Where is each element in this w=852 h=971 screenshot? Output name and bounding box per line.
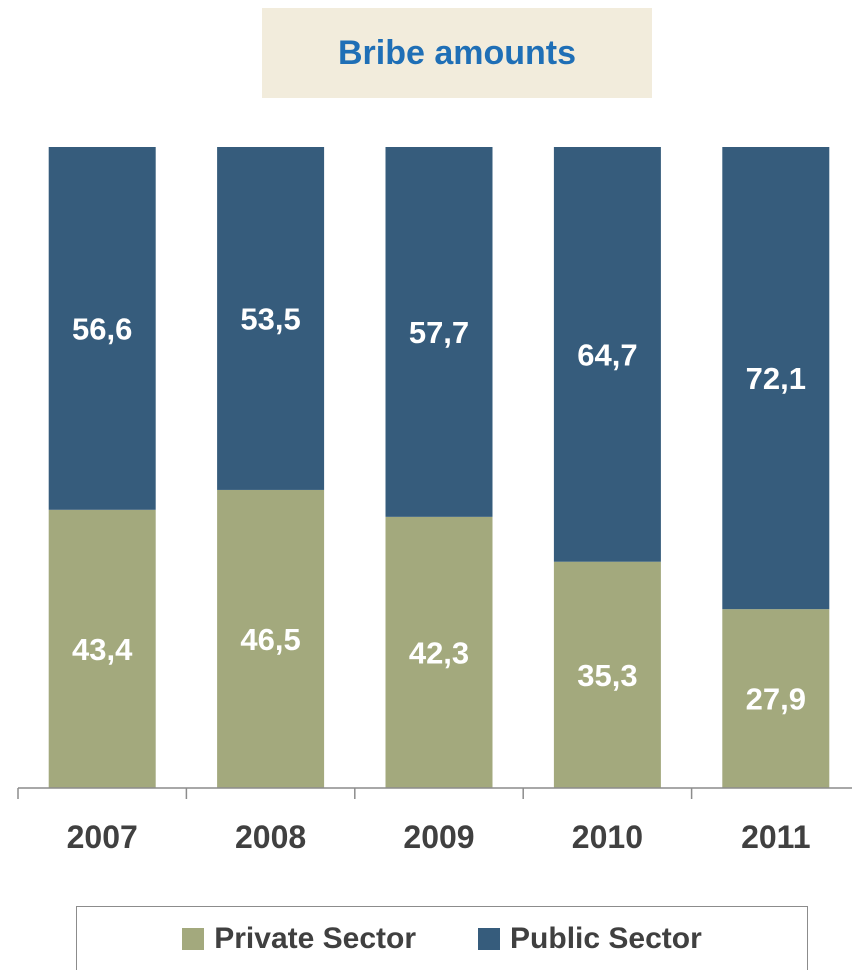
data-label-public-2007: 56,6 [72, 311, 132, 346]
data-label-public-2011: 72,1 [746, 361, 806, 396]
data-label-public-2008: 53,5 [240, 301, 300, 336]
bar-private-2007 [48, 509, 156, 788]
bar-private-2009 [385, 516, 493, 788]
data-label-private-2008: 46,5 [240, 622, 300, 657]
chart-title: Bribe amounts [337, 33, 577, 72]
x-tick-label-2010: 2010 [572, 819, 643, 855]
data-label-private-2011: 27,9 [746, 682, 806, 717]
bar-public-2009 [385, 147, 493, 517]
bar-private-2010 [553, 561, 661, 788]
bar-public-2010 [553, 147, 661, 562]
bar-public-2008 [217, 147, 325, 490]
bar-private-2008 [217, 489, 325, 788]
legend-item-public: Public Sector [478, 922, 702, 956]
legend-swatch-public [478, 927, 501, 950]
data-label-private-2010: 35,3 [577, 658, 637, 693]
x-tick-label-2009: 2009 [403, 819, 474, 855]
x-tick-label-2008: 2008 [235, 819, 306, 855]
x-tick-label-2007: 2007 [67, 819, 138, 855]
legend-label-private: Private Sector [214, 921, 417, 955]
data-label-public-2010: 64,7 [577, 337, 637, 372]
data-label-private-2009: 42,3 [409, 635, 469, 670]
chart-legend: Private Sector Public Sector [76, 906, 808, 970]
bar-private-2011 [722, 609, 830, 788]
data-label-private-2007: 43,4 [72, 632, 133, 667]
stacked-bar-chart: 43,4 56,6 2007 46,5 53,5 2008 42,3 57,7 2009 35,3… [17, 147, 852, 855]
legend-swatch-private [182, 927, 205, 950]
chart-title-box: Bribe amounts [262, 8, 652, 98]
legend-label-public: Public Sector [510, 921, 702, 955]
bar-public-2007 [48, 147, 156, 510]
legend-item-private: Private Sector [182, 922, 416, 956]
bar-public-2011 [722, 147, 830, 610]
x-tick-label-2011: 2011 [741, 819, 810, 855]
data-label-public-2009: 57,7 [409, 315, 469, 350]
